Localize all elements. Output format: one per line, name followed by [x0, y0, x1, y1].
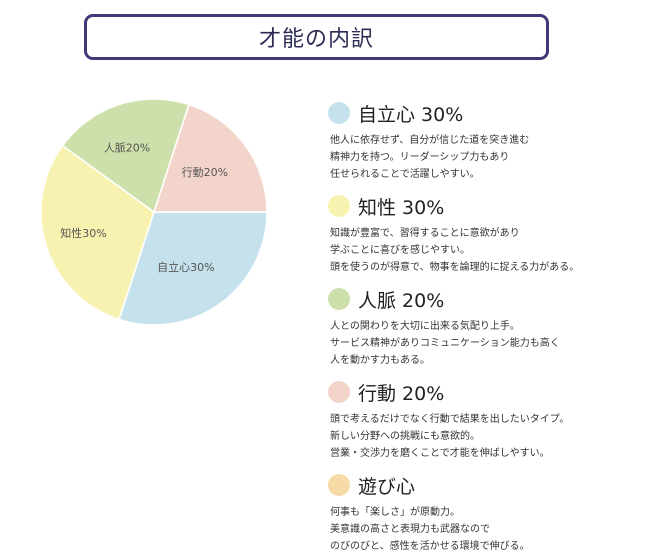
- description-line: 頭で考えるだけでなく行動で結果を出したいタイプ。: [330, 414, 570, 425]
- description-line: 学ぶことに喜びを感じやすい。: [330, 245, 470, 256]
- legend-title: 行動 20%: [358, 382, 445, 405]
- description-line: 新しい分野への挑戦にも意欲的。: [330, 431, 480, 442]
- description-line: サービス精神がありコミュニケーション能力も高く: [330, 338, 560, 349]
- description-line: 何事も「楽しさ」が原動力。: [330, 507, 460, 518]
- legend-color-dot: [328, 102, 350, 124]
- pie-slice-label: 行動20%: [182, 165, 228, 179]
- description-line: 精神力を持つ。リーダーシップ力もあり: [330, 152, 510, 163]
- pie-chart: 自立心30% 知性30% 人脈20% 行動20%: [40, 98, 268, 326]
- description-line: 任せられることで活躍しやすい。: [330, 169, 480, 180]
- legend-color-dot: [328, 381, 350, 403]
- page-title: 才能の内訳: [258, 27, 374, 52]
- legend-color-dot: [328, 474, 350, 496]
- legend-title: 自立心 30%: [358, 103, 464, 126]
- legend-item-action: 行動 20% 頭で考えるだけでなく行動で結果を出したいタイプ。 新しい分野への挑…: [328, 375, 648, 462]
- pie-slice-1: [40, 144, 155, 321]
- legend-color-dot: [328, 195, 350, 217]
- pie-slice-2: [61, 98, 190, 214]
- description-line: 営業・交渉力を磨くことで才能を伸ばしやすい。: [330, 448, 550, 459]
- legend: 自立心 30% 他人に依存せず、自分が信じた道を突き進む 精神力を持つ。リーダー…: [328, 96, 648, 555]
- description-line: 人との関わりを大切に出来る気配り上手。: [330, 321, 520, 332]
- description-line: 人を動かす力もある。: [330, 355, 430, 366]
- legend-title: 人脈 20%: [358, 289, 445, 312]
- legend-title: 遊び心: [358, 475, 416, 498]
- legend-title: 知性 30%: [358, 196, 445, 219]
- description-line: 頭を使うのが得意で、物事を論理的に捉える力がある。: [330, 262, 580, 273]
- pie-slice-label: 知性30%: [60, 226, 106, 240]
- pie-slice-label: 自立心30%: [157, 260, 214, 274]
- pie-slice-0: [118, 211, 268, 326]
- description-line: 知識が豊富で、習得することに意欲があり: [330, 228, 520, 239]
- description-line: 他人に依存せず、自分が信じた道を突き進む: [330, 135, 530, 146]
- title-box: 才能の内訳: [84, 14, 549, 60]
- legend-item-connections: 人脈 20% 人との関わりを大切に出来る気配り上手。 サービス精神がありコミュニ…: [328, 282, 648, 369]
- legend-color-dot: [328, 288, 350, 310]
- legend-item-intellect: 知性 30% 知識が豊富で、習得することに意欲があり 学ぶことに喜びを感じやすい…: [328, 189, 648, 276]
- description-line: 美意識の高さと表現力も武器なので: [330, 524, 490, 535]
- description-line: のびのびと、感性を活かせる環境で伸びる。: [330, 541, 530, 552]
- legend-item-independence: 自立心 30% 他人に依存せず、自分が信じた道を突き進む 精神力を持つ。リーダー…: [328, 96, 648, 183]
- pie-slice-label: 人脈20%: [104, 141, 150, 155]
- pie-slice-3: [152, 103, 268, 213]
